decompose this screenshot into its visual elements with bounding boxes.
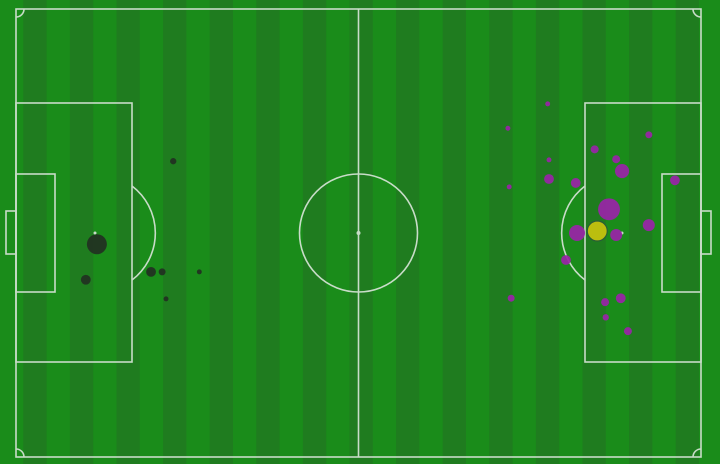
pitch-stripe	[419, 0, 444, 464]
pitch-stripe	[186, 0, 211, 464]
pitch-stripe	[233, 0, 257, 464]
shots-layer	[80, 101, 680, 336]
pitch-stripe	[442, 0, 467, 464]
pitch-stripe	[139, 0, 164, 464]
shot-marker	[80, 274, 91, 285]
corner-arc-top-left	[15, 8, 25, 18]
shot-marker	[590, 145, 599, 154]
shot-marker	[505, 125, 511, 131]
right-goal	[700, 210, 712, 255]
left-penalty-spot	[93, 231, 97, 235]
shot-marker	[615, 293, 626, 304]
shot-marker	[602, 314, 609, 321]
corner-arc-top-right	[692, 8, 702, 18]
shot-marker	[545, 101, 551, 107]
pitch-stripe	[163, 0, 187, 464]
pitch-stripe	[675, 0, 700, 464]
pitch-stripe	[349, 0, 374, 464]
center-spot	[356, 231, 361, 235]
pitch-stripe	[512, 0, 537, 464]
pitch-stripe	[629, 0, 653, 464]
pitch-stripe	[0, 0, 24, 464]
shot-marker	[146, 266, 156, 277]
pitch-stripe	[93, 0, 117, 464]
shot-marker	[163, 296, 169, 302]
shot-marker	[569, 225, 586, 241]
shot-marker	[642, 219, 655, 232]
pitch-stripe	[652, 0, 677, 464]
pitch-stripe	[209, 0, 234, 464]
corner-arc-bottom-left	[15, 448, 25, 458]
pitch-stripe	[69, 0, 94, 464]
pitch-stripe	[489, 0, 514, 464]
pitch-stripe	[46, 0, 71, 464]
right-penalty-arc	[560, 185, 586, 281]
pitch-markings	[5, 8, 712, 458]
shot-marker	[86, 234, 107, 255]
shot-marker	[612, 155, 621, 164]
shot-marker	[570, 178, 581, 188]
pitch-stripe	[302, 0, 327, 464]
center-circle	[298, 173, 419, 293]
shot-marker	[158, 268, 166, 276]
corner-arc-bottom-right	[692, 448, 702, 458]
shot-marker	[561, 255, 571, 265]
pitch-stripe	[535, 0, 560, 464]
pitch-stripe	[279, 0, 304, 464]
left-penalty-arc	[131, 185, 157, 281]
shot-marker	[506, 184, 512, 190]
pitch-stripe	[466, 0, 490, 464]
pitch-stripe	[396, 0, 420, 464]
shot-marker	[170, 158, 177, 165]
pitch-stripe	[116, 0, 141, 464]
shot-marker	[610, 228, 623, 241]
pitch-stripe	[23, 0, 48, 464]
shot-marker	[507, 294, 515, 302]
shot-marker	[598, 198, 620, 221]
shot-marker	[670, 175, 680, 186]
shot-marker	[614, 163, 630, 179]
shot-marker-goal	[586, 220, 608, 242]
left-goal	[5, 210, 17, 255]
shot-marker	[645, 131, 653, 139]
shot-marker	[601, 298, 610, 307]
shot-marker	[623, 327, 632, 336]
pitch-stripe	[699, 0, 720, 464]
shot-marker	[196, 269, 202, 275]
shot-marker	[546, 157, 552, 163]
shot-marker	[544, 174, 554, 184]
pitch-stripe	[372, 0, 397, 464]
pitch-stripe	[326, 0, 350, 464]
pitch-stripe	[256, 0, 281, 464]
